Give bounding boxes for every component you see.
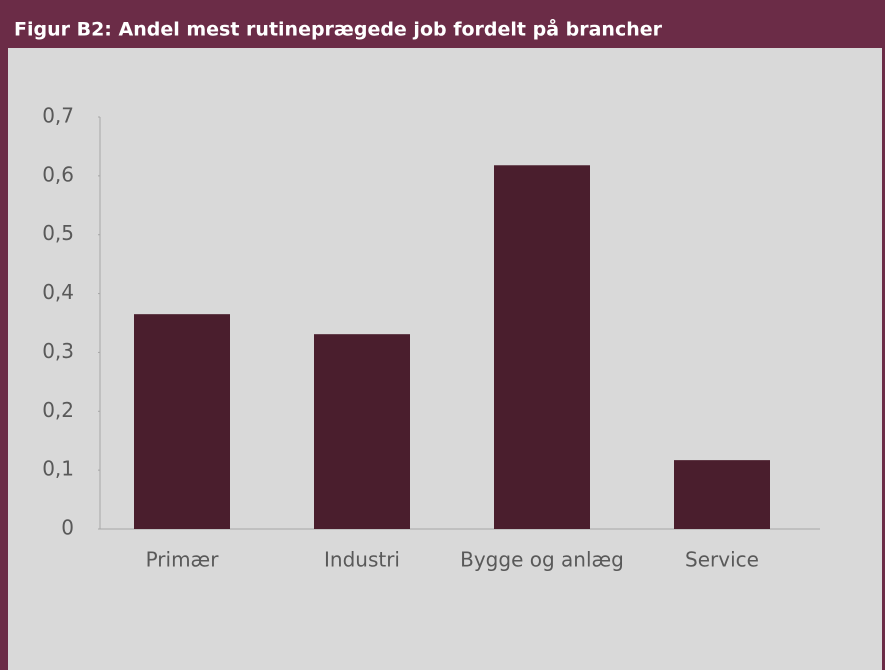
y-tick-label: 0,5 xyxy=(42,221,74,245)
bar xyxy=(314,334,410,529)
y-tick-label: 0,7 xyxy=(42,104,74,128)
x-tick-label: Bygge og anlæg xyxy=(460,548,624,572)
x-tick-label: Service xyxy=(685,548,759,572)
y-tick-label: 0,4 xyxy=(42,280,74,304)
x-tick-label: Industri xyxy=(324,548,400,572)
y-tick-label: 0 xyxy=(61,516,74,540)
y-tick-label: 0,3 xyxy=(42,339,74,363)
y-tick-label: 0,1 xyxy=(42,457,74,481)
x-tick-label: Primær xyxy=(146,548,220,572)
y-tick-label: 0,6 xyxy=(42,162,74,186)
bar xyxy=(134,314,230,529)
y-tick-label: 0,2 xyxy=(42,398,74,422)
chart-title: Figur B2: Andel mest rutineprægede job f… xyxy=(14,17,663,41)
bar xyxy=(674,460,770,529)
bar xyxy=(494,165,590,529)
